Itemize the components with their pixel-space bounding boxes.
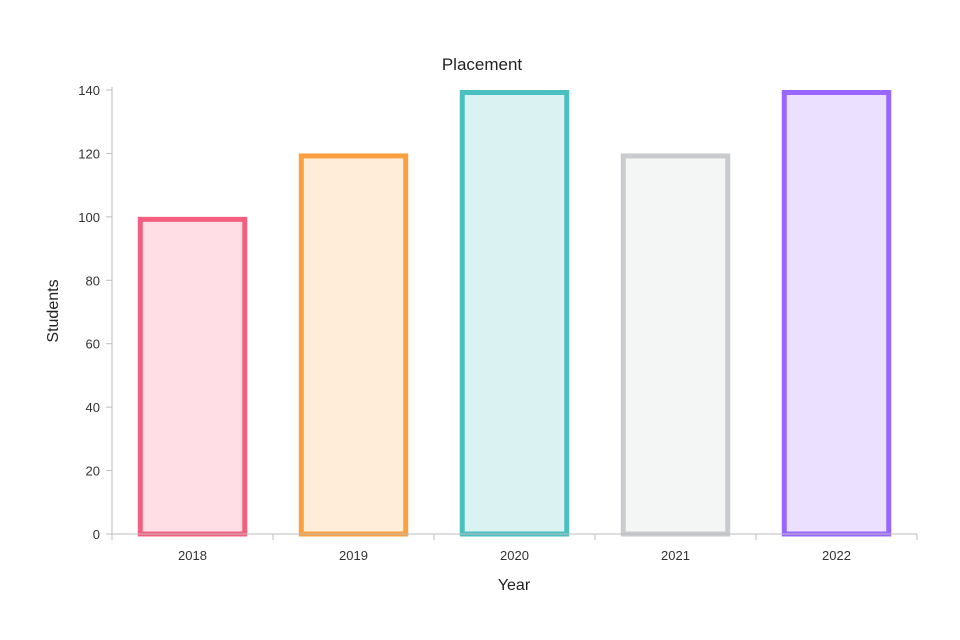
bar-2019[interactable]: [298, 153, 409, 537]
y-tick-label: 20: [86, 464, 100, 479]
y-tick-label: 0: [93, 527, 100, 542]
x-tick-label: 2019: [339, 548, 368, 563]
chart-title: Placement: [442, 55, 523, 74]
bar-2018[interactable]: [137, 216, 248, 537]
x-tick-label: 2021: [661, 548, 690, 563]
y-tick-label: 80: [86, 273, 100, 288]
y-tick-label: 60: [86, 337, 100, 352]
bar-2020[interactable]: [459, 90, 570, 537]
x-axis-title: Year: [498, 577, 531, 594]
y-tick-label: 100: [78, 210, 100, 225]
x-tick-label: 2020: [500, 548, 529, 563]
y-tick-label: 140: [78, 83, 100, 98]
y-axis: 0 20 40 60 80 100 120 140: [78, 83, 112, 542]
x-tick-label: 2018: [178, 548, 207, 563]
bar-2021[interactable]: [620, 153, 731, 537]
y-axis-title: Students: [45, 279, 62, 342]
y-tick-label: 40: [86, 400, 100, 415]
x-axis: 2018 2019 2020 2021 2022: [111, 534, 918, 563]
x-tick-label: 2022: [822, 548, 851, 563]
bar-2022[interactable]: [781, 90, 892, 537]
y-tick-label: 120: [78, 146, 100, 161]
bar-series: [137, 90, 892, 537]
